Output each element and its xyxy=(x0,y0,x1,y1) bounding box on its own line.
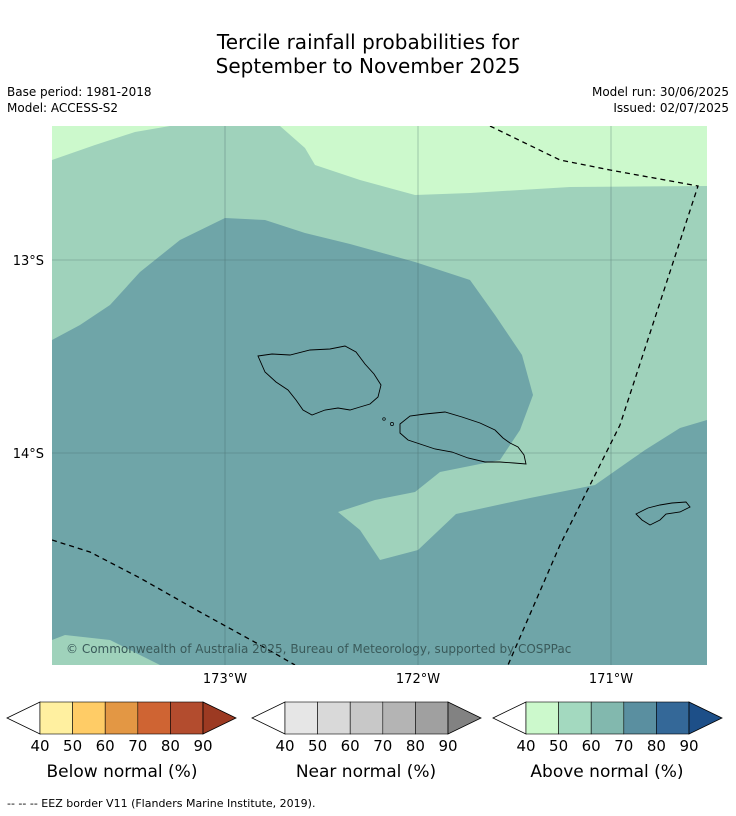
colorbar-near: 40 50 60 70 80 90 xyxy=(251,701,482,755)
meta-right: Model run: 30/06/2025 Issued: 02/07/2025 xyxy=(592,84,729,116)
colorbar-near-tick: 40 xyxy=(275,737,294,755)
colorbar-above-tick: 90 xyxy=(679,737,698,755)
copyright-notice: © Commonwealth of Australia 2025, Bureau… xyxy=(66,642,571,656)
lat-label-13s: 13°S xyxy=(13,254,44,269)
lon-label-171w: 171°W xyxy=(589,672,633,687)
title-line-1: Tercile rainfall probabilities for xyxy=(216,30,520,54)
colorbar-above-swatch xyxy=(656,701,690,735)
colorbar-below-tick: 90 xyxy=(193,737,212,755)
colorbar-above-tick: 80 xyxy=(647,737,666,755)
colorbar-near-swatch xyxy=(349,701,384,735)
eez-border xyxy=(52,126,699,665)
colorbar-below-tick: 60 xyxy=(96,737,115,755)
islet-2 xyxy=(390,422,394,426)
colorbar-label-below: Below normal (%) xyxy=(46,762,198,782)
issued-date: Issued: 02/07/2025 xyxy=(613,101,729,115)
colorbar-near-tick: 80 xyxy=(406,737,425,755)
colorbar-above: 40 50 60 70 80 90 xyxy=(492,701,723,755)
colorbar-above-tick: 50 xyxy=(549,737,568,755)
colorbar-near-swatch xyxy=(284,701,318,735)
model-name: Model: ACCESS-S2 xyxy=(7,101,119,115)
colorbar-below-swatch xyxy=(137,701,171,735)
lon-label-173w: 173°W xyxy=(203,672,247,687)
map-area: © Commonwealth of Australia 2025, Bureau… xyxy=(52,126,707,665)
colorbar-below-swatch xyxy=(72,701,106,735)
colorbar-above-swatch xyxy=(623,701,657,735)
colorbar-below-tick: 40 xyxy=(30,737,49,755)
colorbar-below-swatch xyxy=(104,701,139,735)
colorbar-above-tick: 70 xyxy=(614,737,633,755)
colorbar-near-swatch xyxy=(415,701,449,735)
island-savaii xyxy=(257,345,382,416)
lat-label-14s: 14°S xyxy=(13,447,44,462)
zone-above-50-60-sw xyxy=(52,635,160,665)
colorbar-label-above: Above normal (%) xyxy=(530,762,684,782)
model-run: Model run: 30/06/2025 xyxy=(591,85,729,99)
lon-label-172w: 172°W xyxy=(396,672,440,687)
island-tutuila xyxy=(635,501,691,526)
colorbar-above-max-extend xyxy=(688,701,723,735)
meta-left: Base period: 1981-2018 Model: ACCESS-S2 xyxy=(7,84,152,116)
islet-1 xyxy=(382,417,386,421)
colorbar-near-max-extend xyxy=(447,701,482,735)
colorbar-below-tick: 80 xyxy=(161,737,180,755)
colorbar-above-tick: 40 xyxy=(516,737,535,755)
colorbar-above-swatch xyxy=(590,701,625,735)
map-title: Tercile rainfall probabilities for Septe… xyxy=(0,30,736,78)
zone-above-40-50-east xyxy=(280,126,707,195)
graticule xyxy=(52,126,707,665)
colorbar-below-min-extend xyxy=(6,701,41,735)
colorbar-near-tick: 90 xyxy=(438,737,457,755)
colorbar-near-tick: 60 xyxy=(341,737,360,755)
title-line-2: September to November 2025 xyxy=(215,54,521,78)
colorbar-below-max-extend xyxy=(202,701,237,735)
colorbar-above-tick: 60 xyxy=(582,737,601,755)
colorbar-legends: 40 50 60 70 80 90 40 50 60 70 80 90 40 50 60 70 80 90 xyxy=(6,701,723,755)
colorbar-near-swatch xyxy=(317,701,351,735)
island-upolu xyxy=(399,411,527,465)
colorbar-above-swatch xyxy=(558,701,592,735)
colorbar-label-near: Near normal (%) xyxy=(295,762,437,782)
colorbar-near-tick: 50 xyxy=(308,737,327,755)
colorbar-above-min-extend xyxy=(492,701,527,735)
colorbar-below-swatch xyxy=(170,701,204,735)
colorbar-below-swatch xyxy=(39,701,73,735)
colorbar-below: 40 50 60 70 80 90 xyxy=(6,701,237,755)
zone-above-40-50-west xyxy=(52,126,170,160)
base-period: Base period: 1981-2018 xyxy=(7,85,152,99)
colorbar-near-min-extend xyxy=(251,701,286,735)
eez-footnote: -- -- -- EEZ border V11 (Flanders Marine… xyxy=(7,797,316,810)
colorbar-below-tick: 50 xyxy=(63,737,82,755)
colorbar-near-swatch xyxy=(382,701,416,735)
colorbar-near-tick: 70 xyxy=(373,737,392,755)
zone-above-60-70 xyxy=(52,218,707,665)
colorbar-above-swatch xyxy=(525,701,559,735)
colorbar-below-tick: 70 xyxy=(128,737,147,755)
